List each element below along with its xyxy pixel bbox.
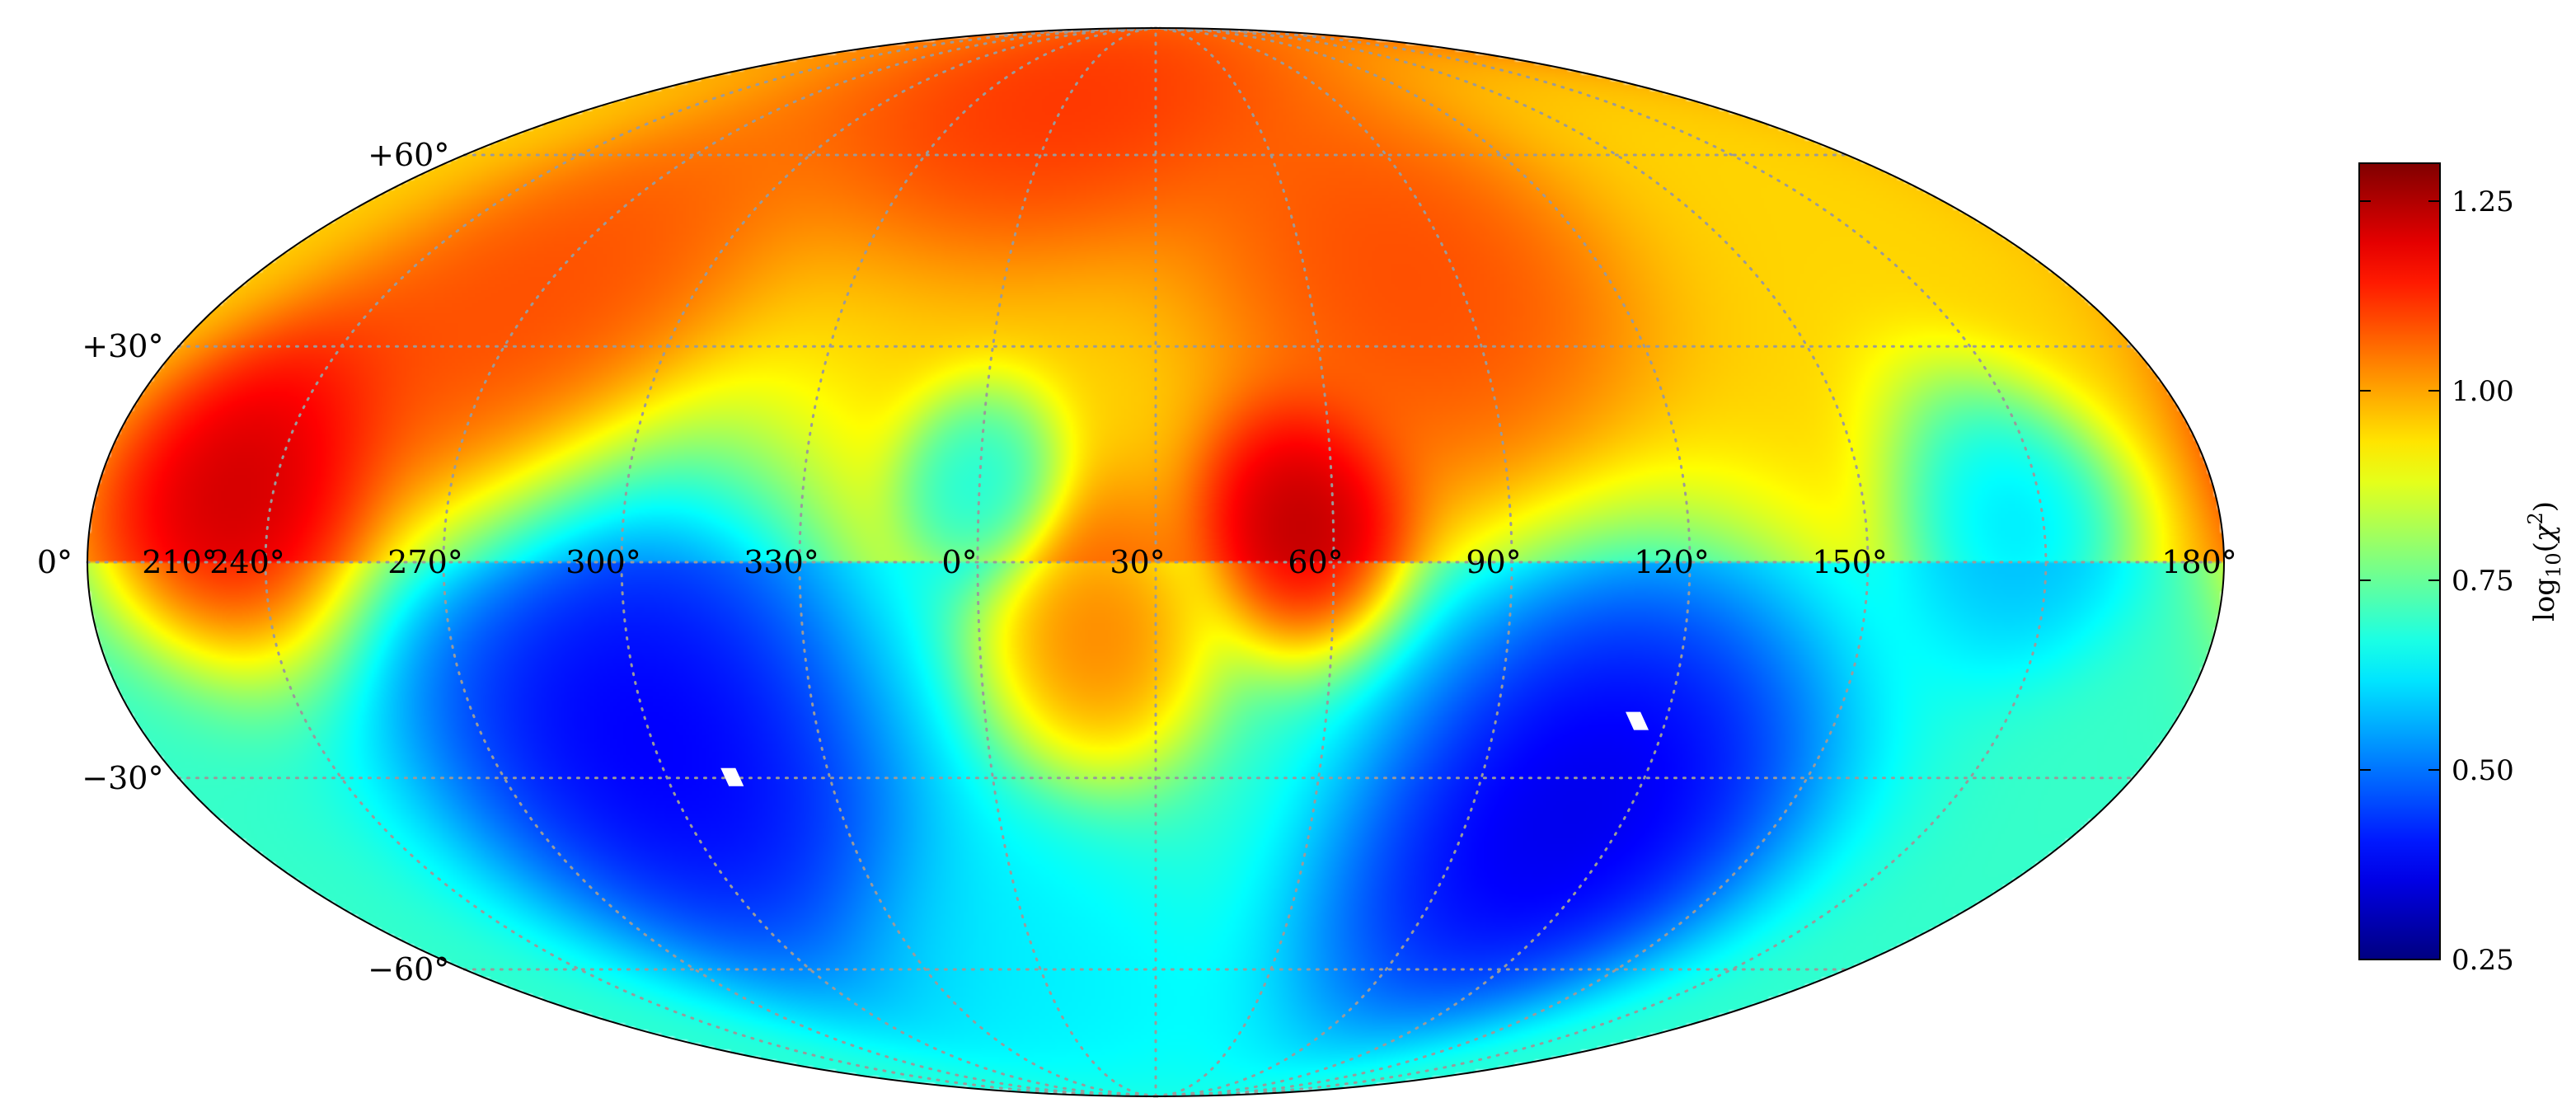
colorbar: 1.25 1.00 0.75 0.50 0.25 log10(χ2) xyxy=(2358,162,2565,977)
latitude-tick-labels: +60° +30° 0° −30° −60° xyxy=(37,137,450,988)
colorbar-tick-label: 1.00 xyxy=(2452,375,2514,408)
longitude-tick-label: 330° xyxy=(744,544,819,580)
longitude-tick-label: 30° xyxy=(1110,544,1165,580)
colorbar-tick-label: 0.75 xyxy=(2452,565,2514,598)
latitude-tick-label: +60° xyxy=(368,137,449,173)
longitude-tick-label: 210° xyxy=(142,544,218,580)
longitude-tick-label: 150° xyxy=(1812,544,1888,580)
longitude-tick-label: 270° xyxy=(387,544,463,580)
colorbar-label-close: ) xyxy=(2528,501,2561,512)
meridian-line xyxy=(798,26,1157,1098)
meridian-line xyxy=(976,26,1157,1098)
colorbar-ticks: 1.25 1.00 0.75 0.50 0.25 xyxy=(2359,185,2514,977)
colorbar-label-sub: 10 xyxy=(2542,552,2565,578)
meridian-line xyxy=(1154,26,1335,1098)
colorbar-tick-label: 0.25 xyxy=(2452,944,2514,977)
colorbar-label-sup: 2 xyxy=(2524,512,2547,524)
latitude-tick-label: +30° xyxy=(82,328,163,364)
longitude-tick-labels: 210°240° 270° 300° 330° 0° 30° 60° 90° 120° 150° 1… xyxy=(142,544,2237,580)
longitude-tick-label: 0° xyxy=(941,544,977,580)
masked-pixels xyxy=(720,711,1649,786)
longitude-tick-label: 240° xyxy=(209,544,285,580)
latitude-tick-label: −30° xyxy=(82,760,163,796)
colorbar-label-var: χ xyxy=(2528,523,2561,543)
colorbar-label-pre: log xyxy=(2528,578,2561,622)
map-outline xyxy=(87,27,2225,1097)
meridian-line xyxy=(1154,26,2048,1098)
colorbar-tick-label: 1.25 xyxy=(2452,185,2514,218)
graticule xyxy=(86,26,2226,1098)
longitude-tick-label: 90° xyxy=(1466,544,1521,580)
colorbar-gradient xyxy=(2358,162,2441,960)
latitude-tick-label: −60° xyxy=(368,951,449,988)
colorbar-tick-label: 0.50 xyxy=(2452,754,2514,787)
longitude-tick-label: 120° xyxy=(1634,544,1710,580)
masked-pixel xyxy=(1626,711,1649,730)
masked-pixel xyxy=(720,767,744,786)
colorbar-label: log10(χ2) xyxy=(2524,501,2565,622)
longitude-tick-label: 300° xyxy=(565,544,641,580)
sky-map xyxy=(86,26,2226,1098)
longitude-tick-label: 60° xyxy=(1288,544,1343,580)
longitude-tick-label: 180° xyxy=(2161,544,2237,580)
colorbar-label-open: ( xyxy=(2528,542,2561,552)
meridian-line xyxy=(1154,26,1513,1098)
meridian-line xyxy=(264,26,1157,1098)
latitude-tick-label: 0° xyxy=(37,544,73,580)
